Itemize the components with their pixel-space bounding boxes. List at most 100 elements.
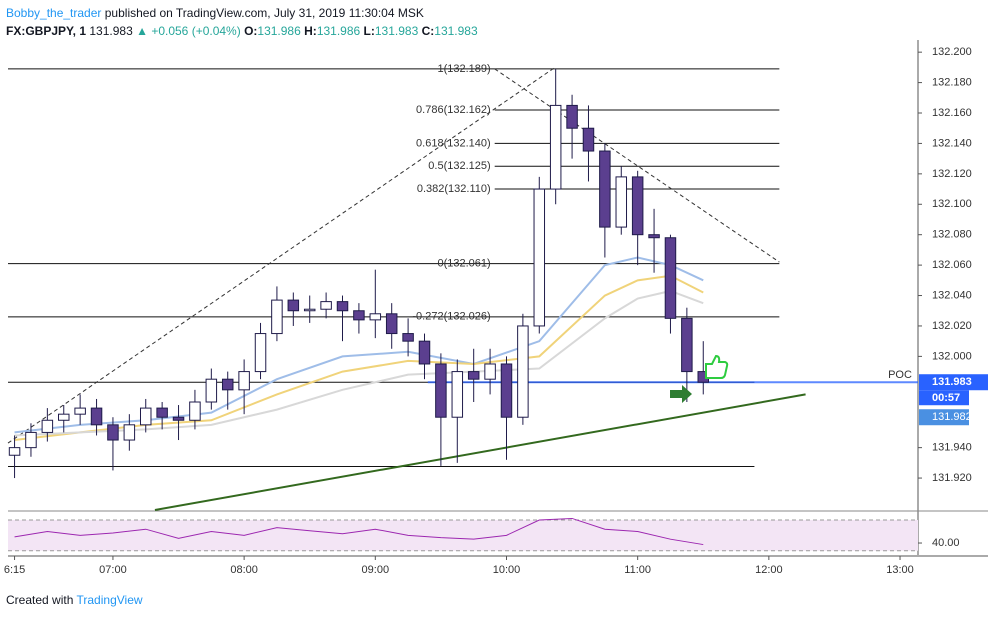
- y-tick-label: 132.120: [932, 168, 972, 180]
- candle-body: [582, 127, 595, 152]
- fib-label: 0.5(132.125): [428, 160, 490, 172]
- chart: 132.200 132.180 132.160 132.140 132.120 132.1…: [4, 40, 988, 576]
- bid-price-box: [919, 409, 969, 426]
- y-tick-label: 132.160: [932, 107, 972, 119]
- candle-body: [385, 313, 398, 335]
- candle-body: [254, 333, 267, 373]
- ohlc-label: L:: [363, 24, 375, 38]
- x-tick-label: 08:00: [230, 564, 258, 576]
- candle-body: [8, 447, 21, 456]
- fib-label: 1(132.189): [437, 63, 490, 75]
- x-tick-label: 6:15: [4, 564, 25, 576]
- last: 131.983: [89, 24, 133, 38]
- x-tick-label: 09:00: [362, 564, 390, 576]
- ohlc-value: 131.983: [374, 24, 419, 38]
- y-tick-label: 132.140: [932, 137, 972, 149]
- author: Bobby_the_trader: [6, 6, 102, 20]
- candle-body: [631, 176, 644, 236]
- rsi-tick-label: 40.00: [932, 537, 960, 549]
- moving-average: [14, 274, 704, 442]
- y-tick-label: 132.040: [932, 289, 972, 301]
- last-price-box: [919, 374, 988, 391]
- candle-body: [336, 301, 349, 312]
- y-tick-label: 132.180: [932, 76, 972, 88]
- candle-body: [402, 333, 414, 342]
- symbol: FX:GBPJPY, 1: [6, 24, 87, 38]
- x-tick-label: 07:00: [99, 564, 127, 576]
- candle-body: [615, 176, 628, 228]
- candle-body: [517, 325, 529, 418]
- ohlc-label: C:: [421, 24, 435, 38]
- change: ▲ +0.056 (+0.04%): [136, 24, 241, 38]
- moving-average: [14, 256, 704, 434]
- footer: Created with TradingView: [6, 593, 143, 607]
- candle-body: [451, 371, 464, 418]
- candle-body: [139, 407, 152, 426]
- candle-body: [205, 378, 218, 403]
- candle-body: [287, 299, 300, 312]
- y-tick-label: 132.060: [932, 259, 972, 271]
- candle-body: [271, 299, 283, 335]
- candle-body: [435, 363, 447, 418]
- candle-body: [123, 424, 136, 441]
- candle-body: [238, 371, 250, 391]
- x-tick-label: 13:00: [886, 564, 914, 576]
- published: published on TradingView.com, July 31, 2…: [104, 6, 424, 20]
- ohlc-label: H:: [304, 24, 317, 38]
- trendline: [7, 66, 556, 444]
- candle-body: [566, 104, 578, 129]
- thumb-icon: [705, 354, 729, 379]
- price-axis-bg: [918, 40, 988, 555]
- candle-body: [664, 237, 677, 319]
- ohlc-label: O:: [244, 24, 258, 38]
- fib-label: 0.382(132.110): [417, 183, 491, 195]
- candle-body: [58, 413, 70, 421]
- fib-label: 0.786(132.162): [416, 104, 491, 116]
- candle-body: [648, 234, 660, 239]
- rsi-line: [14, 517, 704, 546]
- candle-body: [599, 150, 611, 228]
- candle-body: [221, 378, 234, 391]
- y-tick-label: 132.000: [932, 350, 972, 362]
- y-tick-label: 131.940: [932, 442, 972, 454]
- footer-brand: TradingView: [76, 593, 143, 607]
- symbol-line: FX:GBPJPY, 1 131.983 ▲ +0.056 (+0.04%) O…: [6, 22, 478, 40]
- x-tick-label: 11:00: [624, 564, 651, 576]
- trendline: [154, 393, 806, 511]
- bid-price: 131.982: [932, 411, 972, 423]
- candle-body: [189, 401, 201, 421]
- y-tick-label: 131.920: [932, 472, 972, 484]
- fib-label: -0.272(132.026): [412, 311, 490, 323]
- candle-body: [90, 407, 103, 426]
- y-tick-label: 132.080: [932, 229, 972, 241]
- candle-body: [303, 308, 316, 312]
- y-tick-label: 132.200: [932, 46, 972, 58]
- candle-body: [41, 419, 54, 433]
- candle-body: [500, 363, 513, 418]
- candle-body: [172, 416, 185, 421]
- fib-label: 0.618(132.140): [416, 137, 491, 149]
- candle-body: [107, 424, 119, 441]
- ohlc-value: 131.986: [316, 24, 361, 38]
- ohlc-value: 131.983: [434, 24, 478, 38]
- candle-body: [320, 301, 332, 310]
- x-tick-label: 12:00: [755, 564, 783, 576]
- footer-prefix: Created with: [6, 593, 74, 607]
- candle-body: [467, 371, 480, 380]
- candle-body: [353, 310, 365, 321]
- header: Bobby_the_trader published on TradingVie…: [6, 4, 478, 40]
- candle-body: [484, 363, 496, 380]
- ohlc-value: 131.986: [257, 24, 301, 38]
- y-tick-label: 132.100: [932, 198, 972, 210]
- x-tick-label: 10:00: [493, 564, 521, 576]
- candle-body: [418, 340, 431, 365]
- trendline: [494, 68, 780, 263]
- candle-body: [25, 431, 37, 449]
- rsi-band-fill: [8, 519, 918, 551]
- countdown: 00:57: [932, 392, 960, 404]
- candle-body: [533, 188, 546, 327]
- last-price: 131.983: [932, 376, 972, 388]
- candle-body: [681, 317, 693, 373]
- ohlc: O:131.986 H:131.986 L:131.983 C:131.983: [244, 24, 478, 38]
